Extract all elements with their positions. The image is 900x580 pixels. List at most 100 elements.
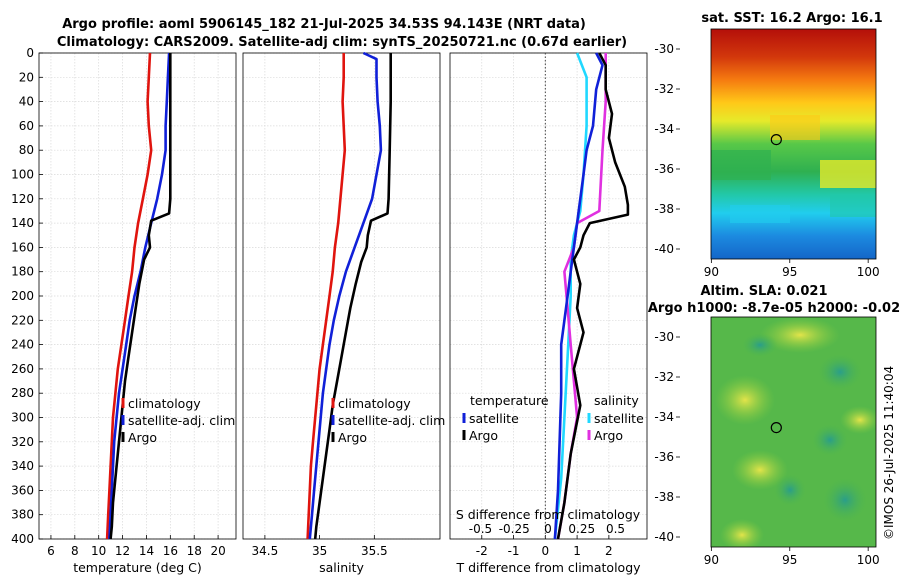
depth-tick-label: 260 <box>11 362 34 376</box>
series-climatology <box>306 53 347 540</box>
series-satellite-adj <box>108 52 171 540</box>
p-diff-xtick-label: 0 <box>542 544 550 558</box>
lon-tick-label: 100 <box>857 553 880 567</box>
lat-tick-label: -30 <box>654 330 674 344</box>
temperature-panel: 0 20 40 60 80 100 120 140 160 180 200 220 240 260 280 3… <box>11 46 237 575</box>
figure-subtitle: Climatology: CARS2009. Satellite-adj cli… <box>57 35 627 50</box>
p-sal-frame <box>242 52 441 540</box>
p-sal-xtick-label: 35 <box>312 544 327 558</box>
depth-tick-label: 300 <box>11 411 34 425</box>
p-diff-xtick-label: 2 <box>605 544 613 558</box>
depth-tick-label: 340 <box>11 459 34 473</box>
legend-label: satellite-adj. clim <box>338 413 445 428</box>
legend-s-title: salinity <box>594 393 639 408</box>
series-argo <box>313 53 392 540</box>
p-sal-xtick-label: 34.5 <box>252 544 279 558</box>
p-temp-xtick-label: 8 <box>71 544 79 558</box>
s-diff-tick-label: 0.5 <box>606 522 625 536</box>
legend-t-title: temperature <box>470 393 549 408</box>
depth-tick-label: 80 <box>19 143 34 157</box>
legend-label: Argo <box>338 430 367 445</box>
p-diff-xtick-label: -1 <box>508 544 520 558</box>
sst-map-panel: sat. SST: 16.2 Argo: 16.1 -30 -32 -34 -36 -3… <box>654 11 882 279</box>
p-diff-xlabel: T difference from climatology <box>455 560 641 575</box>
s-diff-axis-label: S difference from climatology <box>456 507 641 522</box>
p-temp-xlabel: temperature (deg C) <box>73 560 202 575</box>
lat-tick-label: -36 <box>654 162 674 176</box>
legend-label: satellite-adj. clim <box>128 413 235 428</box>
lat-tick-label: -38 <box>654 202 674 216</box>
sst-map-image <box>711 29 876 259</box>
legend-label: Argo <box>594 428 623 443</box>
p-temp-xtick-label: 10 <box>91 544 106 558</box>
sla-map-title: Altim. SLA: 0.021 <box>701 284 828 299</box>
legend-label: Argo <box>469 428 498 443</box>
p-temp-xtick-label: 12 <box>115 544 130 558</box>
sla-map-panel: Altim. SLA: 0.021 Argo h1000: -8.7e-05 h… <box>648 284 900 567</box>
imos-watermark: ©IMOS 26-Jul-2025 11:40:04 <box>882 366 896 540</box>
depth-tick-label: 140 <box>11 216 34 230</box>
legend-label: Argo <box>128 430 157 445</box>
lat-tick-label: -38 <box>654 490 674 504</box>
s-diff-tick-label: 0 <box>544 522 552 536</box>
p-diff-xtick-label: -2 <box>476 544 488 558</box>
sla-map-subtitle: Argo h1000: -8.7e-05 h2000: -0.02 <box>648 301 900 316</box>
depth-tick-label: 60 <box>19 119 34 133</box>
sst-argo-marker <box>770 134 782 146</box>
salinity-panel: 34.5 35 35.5 salinity climatology satellite-a… <box>242 51 445 575</box>
lat-tick-label: -34 <box>654 122 674 136</box>
lon-tick-label: 95 <box>782 553 797 567</box>
series-s-satellite <box>553 52 588 540</box>
legend-label: satellite <box>594 411 644 426</box>
depth-tick-label: 160 <box>11 240 34 254</box>
p-temp-xtick-label: 18 <box>187 544 202 558</box>
depth-tick-label: 120 <box>11 192 34 206</box>
depth-tick-label: 320 <box>11 435 34 449</box>
p-diff-xtick-label: 1 <box>573 544 581 558</box>
depth-tick-label: 40 <box>19 95 34 109</box>
p-sal-xtick-label: 35.5 <box>361 544 388 558</box>
depth-tick-label: 280 <box>11 386 34 400</box>
lon-tick-label: 95 <box>782 265 797 279</box>
lat-tick-label: -32 <box>654 370 674 384</box>
lat-tick-label: -40 <box>654 242 674 256</box>
series-satellite-adj <box>308 51 383 540</box>
depth-tick-label: 400 <box>11 532 34 546</box>
p-sal-xlabel: salinity <box>319 560 364 575</box>
p-diff-frame <box>449 52 648 540</box>
p-temp-xtick-label: 20 <box>210 544 225 558</box>
lat-tick-label: -30 <box>654 42 674 56</box>
depth-tick-label: 180 <box>11 265 34 279</box>
depth-tick-label: 380 <box>11 508 34 522</box>
lon-tick-label: 90 <box>704 553 719 567</box>
figure-title: Argo profile: aoml 5906145_182 21-Jul-20… <box>62 17 586 32</box>
series-t-satellite <box>553 52 604 540</box>
legend-label: satellite <box>469 411 519 426</box>
lat-tick-label: -34 <box>654 410 674 424</box>
s-diff-tick-label: -0.25 <box>499 522 530 536</box>
depth-tick-label: 220 <box>11 313 34 327</box>
series-argo <box>109 53 172 540</box>
p-temp-xtick-label: 14 <box>139 544 154 558</box>
lat-tick-label: -36 <box>654 450 674 464</box>
depth-tick-label: 100 <box>11 168 34 182</box>
s-diff-tick-label: 0.25 <box>568 522 595 536</box>
lon-tick-label: 90 <box>704 265 719 279</box>
depth-tick-label: 360 <box>11 483 34 497</box>
legend-label: climatology <box>128 396 201 411</box>
lat-tick-label: -32 <box>654 82 674 96</box>
s-diff-tick-label: -0.5 <box>469 522 492 536</box>
lon-tick-label: 100 <box>857 265 880 279</box>
depth-tick-label: 20 <box>19 70 34 84</box>
p-temp-xtick-label: 16 <box>163 544 178 558</box>
depth-tick-label: 240 <box>11 338 34 352</box>
p-temp-xtick-label: 6 <box>47 544 55 558</box>
sla-argo-marker <box>770 422 782 434</box>
lat-tick-label: -40 <box>654 530 674 544</box>
sst-map-title: sat. SST: 16.2 Argo: 16.1 <box>701 11 882 26</box>
difference-panel: -2 -1 0 1 2 T difference from climatology S di… <box>449 52 648 575</box>
series-t-argo <box>556 52 630 540</box>
depth-tick-label: 200 <box>11 289 34 303</box>
legend-label: climatology <box>338 396 411 411</box>
